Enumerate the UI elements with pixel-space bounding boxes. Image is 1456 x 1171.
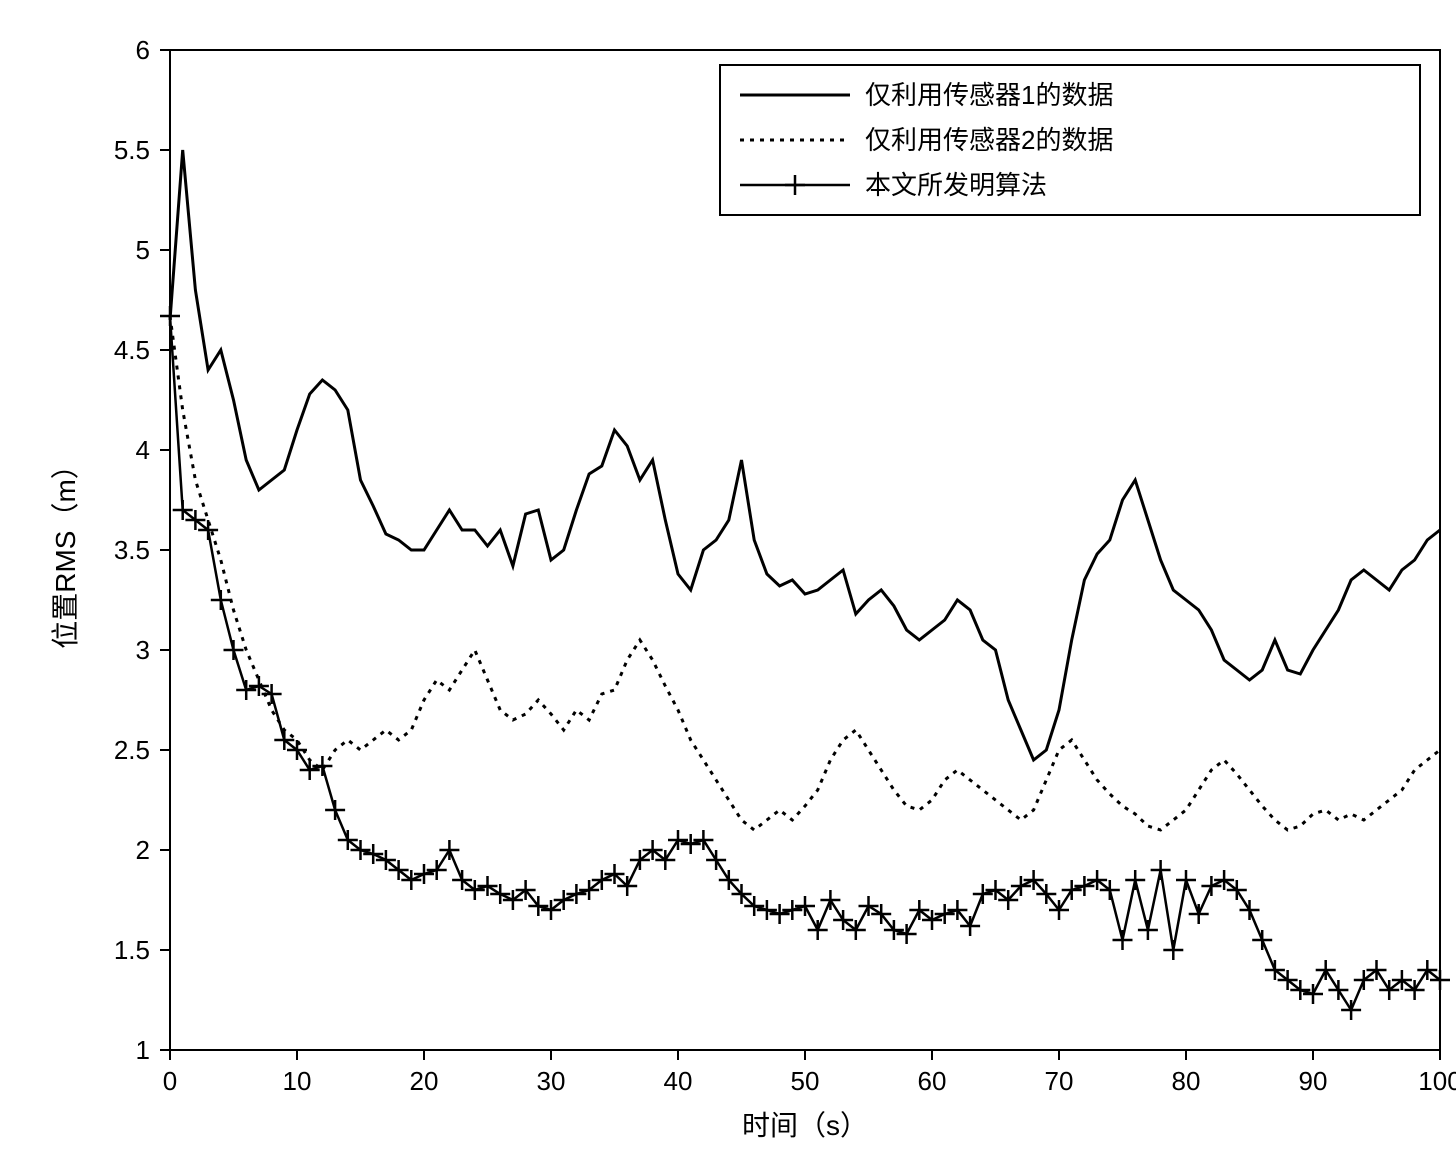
x-tick-label: 40 xyxy=(664,1066,693,1096)
legend-label: 仅利用传感器1的数据 xyxy=(865,80,1113,110)
y-tick-label: 4.5 xyxy=(114,335,150,365)
line-chart: 0 10 20 30 40 50 60 70 80 90 100 1 1.5 2 2.5 3 3.5 4 4.5 5 5… xyxy=(20,20,1456,1151)
y-tick-label: 1 xyxy=(136,1035,150,1065)
x-tick-label: 30 xyxy=(537,1066,566,1096)
x-tick-label: 70 xyxy=(1045,1066,1074,1096)
x-tick-label: 20 xyxy=(410,1066,439,1096)
chart-container: 0 10 20 30 40 50 60 70 80 90 100 1 1.5 2 2.5 3 3.5 4 4.5 5 5… xyxy=(20,20,1456,1151)
y-tick-label: 5 xyxy=(136,235,150,265)
x-tick-label: 50 xyxy=(791,1066,820,1096)
y-tick-label: 1.5 xyxy=(114,935,150,965)
legend-label: 本文所发明算法 xyxy=(865,170,1047,200)
x-axis-label: 时间（s） xyxy=(742,1110,868,1141)
y-tick-label: 2.5 xyxy=(114,735,150,765)
x-tick-label: 0 xyxy=(163,1066,177,1096)
x-tick-label: 60 xyxy=(918,1066,947,1096)
x-tick-label: 10 xyxy=(283,1066,312,1096)
y-axis-label: 位置RMS（m） xyxy=(50,451,81,649)
y-tick-label: 5.5 xyxy=(114,135,150,165)
y-tick-label: 3 xyxy=(136,635,150,665)
y-tick-label: 6 xyxy=(136,35,150,65)
legend-label: 仅利用传感器2的数据 xyxy=(865,125,1113,155)
y-tick-label: 4 xyxy=(136,435,150,465)
y-tick-label: 3.5 xyxy=(114,535,150,565)
x-tick-label: 90 xyxy=(1299,1066,1328,1096)
y-tick-label: 2 xyxy=(136,835,150,865)
x-tick-label: 80 xyxy=(1172,1066,1201,1096)
x-tick-label: 100 xyxy=(1418,1066,1456,1096)
